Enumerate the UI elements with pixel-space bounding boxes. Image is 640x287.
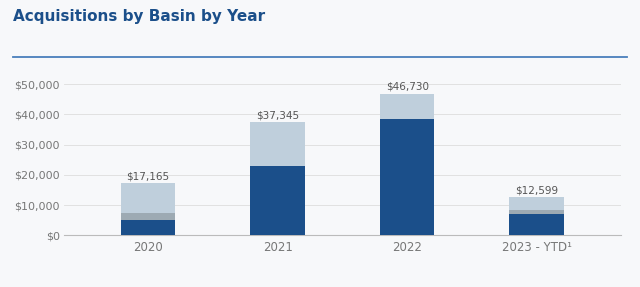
Bar bbox=[509, 214, 564, 235]
Text: $46,730: $46,730 bbox=[386, 82, 429, 92]
Text: Acquisitions by Basin by Year: Acquisitions by Basin by Year bbox=[13, 9, 265, 24]
Bar bbox=[121, 220, 175, 235]
Text: $37,345: $37,345 bbox=[256, 110, 300, 120]
Bar bbox=[509, 197, 564, 210]
Text: $12,599: $12,599 bbox=[515, 185, 558, 195]
Bar bbox=[509, 210, 564, 214]
Bar bbox=[121, 183, 175, 213]
Bar bbox=[121, 213, 175, 220]
Bar bbox=[250, 166, 305, 235]
Text: $17,165: $17,165 bbox=[127, 171, 170, 181]
Bar bbox=[380, 94, 435, 119]
Bar bbox=[380, 119, 435, 235]
Bar bbox=[250, 122, 305, 166]
